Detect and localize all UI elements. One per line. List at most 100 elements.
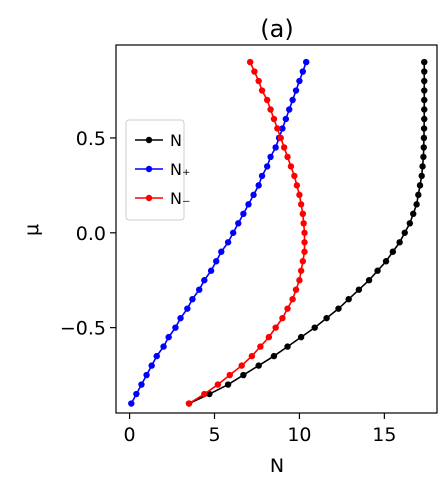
- data-point: [255, 182, 262, 189]
- data-point: [128, 400, 135, 407]
- legend-item: N₋: [135, 189, 190, 208]
- data-point: [355, 286, 363, 293]
- data-point: [213, 258, 220, 265]
- legend: N N₊ N₋: [125, 119, 190, 221]
- data-point: [420, 153, 427, 161]
- data-point: [165, 333, 172, 341]
- data-point: [286, 106, 293, 113]
- data-point: [297, 201, 305, 208]
- data-point: [301, 248, 308, 255]
- data-point: [265, 333, 273, 341]
- data-point: [303, 58, 310, 66]
- data-point: [282, 115, 290, 123]
- data-point: [413, 201, 420, 208]
- series-1: [128, 58, 310, 407]
- data-point: [345, 295, 352, 303]
- data-point: [389, 248, 397, 255]
- legend-swatch-marker: [145, 136, 153, 144]
- data-point: [292, 286, 300, 293]
- data-point: [160, 343, 167, 350]
- x-tick-label: 10: [287, 424, 311, 446]
- data-point: [235, 220, 242, 227]
- legend-label: N: [170, 131, 182, 150]
- data-point: [263, 96, 271, 104]
- data-point: [172, 324, 179, 331]
- data-point: [374, 267, 381, 274]
- x-tick-label: 0: [124, 424, 136, 446]
- data-point: [250, 191, 257, 199]
- legend-item: N₊: [135, 160, 190, 179]
- data-point: [421, 115, 428, 123]
- x-tick-label: 15: [372, 424, 396, 446]
- data-point: [270, 352, 278, 360]
- data-point: [148, 362, 155, 369]
- data-point: [240, 210, 247, 218]
- data-point: [258, 87, 266, 94]
- data-point: [138, 381, 145, 388]
- y-tick-label: 0.0: [76, 223, 106, 245]
- data-point: [300, 220, 307, 227]
- data-point: [289, 295, 296, 303]
- data-point: [245, 201, 252, 208]
- data-point: [416, 182, 424, 189]
- legend-label: N₊: [170, 160, 190, 179]
- data-point: [267, 153, 274, 161]
- data-point: [240, 371, 247, 379]
- x-axis-label: N: [270, 455, 284, 477]
- data-point: [289, 96, 296, 104]
- data-point: [421, 96, 428, 104]
- data-point: [297, 333, 305, 341]
- data-point: [263, 163, 271, 170]
- data-point: [229, 229, 237, 236]
- data-point: [420, 144, 427, 151]
- data-point: [255, 362, 262, 369]
- data-point: [415, 191, 422, 199]
- data-point: [406, 220, 414, 227]
- data-point: [238, 362, 245, 369]
- data-point: [420, 134, 428, 142]
- data-point: [218, 248, 225, 255]
- data-point: [284, 153, 291, 161]
- data-point: [272, 144, 279, 151]
- legend-swatch-marker: [145, 194, 153, 202]
- data-point: [133, 390, 140, 398]
- data-point: [401, 229, 408, 236]
- data-point: [297, 267, 305, 274]
- data-point: [277, 134, 284, 142]
- data-point: [292, 87, 300, 94]
- data-point: [274, 125, 281, 132]
- series-2: [185, 58, 308, 407]
- data-point: [224, 381, 232, 388]
- x-tick-label: 5: [208, 424, 220, 446]
- data-point: [246, 58, 254, 66]
- data-point: [382, 258, 390, 265]
- data-point: [226, 371, 233, 379]
- y-axis: −0.5 0.0 0.5: [60, 128, 116, 340]
- series-0: [185, 58, 428, 407]
- y-tick-label: 0.5: [76, 128, 106, 150]
- data-point: [143, 371, 150, 379]
- data-point: [189, 295, 196, 303]
- data-point: [421, 77, 428, 85]
- legend-item: N: [135, 131, 182, 150]
- data-point: [301, 229, 308, 236]
- data-point: [196, 286, 203, 293]
- data-point: [299, 258, 307, 265]
- legend-box: [125, 119, 185, 221]
- x-axis: 0 5 10 15: [124, 413, 396, 446]
- plot-frame: [115, 44, 438, 414]
- data-point: [255, 77, 262, 85]
- data-point: [279, 125, 286, 132]
- data-point: [153, 352, 160, 360]
- data-point: [421, 106, 428, 113]
- data-point: [284, 305, 291, 312]
- data-point: [396, 239, 403, 246]
- data-point: [296, 77, 303, 85]
- data-point: [207, 267, 215, 274]
- data-point: [418, 172, 425, 180]
- data-point: [335, 305, 342, 312]
- data-point: [224, 239, 232, 246]
- data-point: [323, 314, 330, 322]
- data-point: [272, 324, 279, 331]
